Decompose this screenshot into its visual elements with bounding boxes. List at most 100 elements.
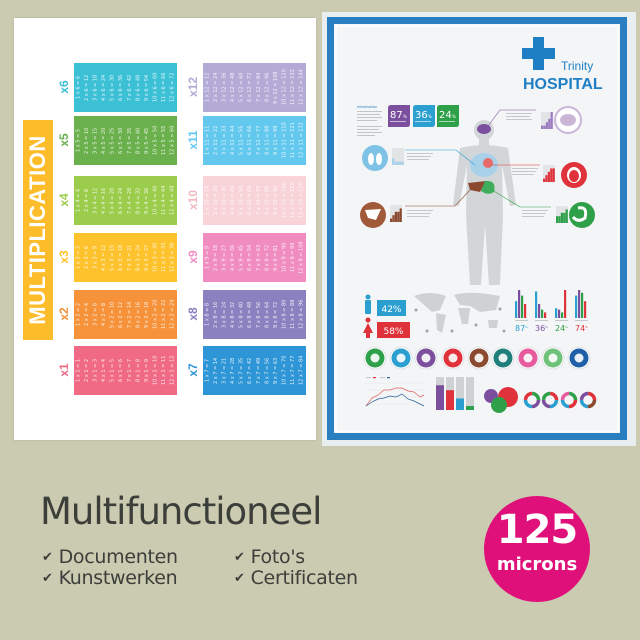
mini-chart-bar	[392, 158, 395, 165]
bar-stat-charts: 87% 36% 24% 74%	[515, 290, 588, 333]
grouped-bar	[515, 301, 518, 318]
hospital-cross-icon	[522, 37, 555, 70]
inner-border	[335, 25, 619, 432]
grouped-bar	[555, 308, 558, 318]
donut-segment	[579, 391, 597, 409]
grouped-bar	[538, 304, 541, 318]
fill-column-track	[466, 377, 474, 410]
stat-tile-caption	[415, 121, 431, 122]
stat-tile-unit: %	[452, 114, 456, 119]
feature-item: ✔ Foto's	[234, 546, 305, 568]
donut-segment	[523, 391, 541, 409]
mini-chart-bar	[399, 208, 402, 222]
grouped-bar	[561, 312, 564, 318]
info-heading: Information	[357, 105, 377, 109]
heart-love-icon	[516, 346, 540, 370]
heart-icon	[441, 346, 465, 370]
brain-circle-icon	[554, 106, 582, 134]
organ-text-blocks	[407, 113, 548, 217]
bar-stat-unit: %	[545, 325, 548, 329]
female-icon	[363, 317, 373, 338]
mini-chart-bar	[545, 175, 548, 182]
apple-icon	[567, 346, 591, 370]
mini-chart-bar	[392, 215, 395, 222]
map-dots	[414, 307, 506, 333]
grouped-bar	[575, 295, 578, 318]
bar-caption	[515, 320, 528, 321]
hospital-infographic: Trinity HOSPITAL Information 87% 36% 24% 4…	[327, 17, 627, 440]
fill-column-level	[446, 390, 454, 410]
mini-chart-bar	[396, 161, 399, 165]
mini-chart-bar	[550, 112, 553, 129]
female-percent: 58%	[383, 327, 403, 337]
times-table-card-11: 1 x 11 = 11 2 x 11 = 22 3 x 11 = 33 4 x 11 …	[203, 116, 306, 165]
check-icon: ✔	[42, 550, 53, 565]
mini-chart-bar	[552, 168, 555, 182]
brain-organ	[477, 124, 491, 134]
grouped-bar	[535, 291, 538, 318]
lungs-icon	[389, 346, 413, 370]
organ-icon-row	[363, 346, 591, 370]
column-fill-chart	[436, 377, 474, 410]
grouped-bar	[581, 292, 584, 318]
mini-chart-bar	[399, 161, 402, 165]
stat-tile-unit: %	[428, 114, 432, 119]
mini-chart-bar	[543, 178, 546, 182]
donut-segment	[541, 391, 559, 409]
stat-tile-caption	[439, 121, 455, 122]
connector-lines	[405, 109, 551, 208]
mini-chart-bar	[397, 211, 400, 222]
mini-chart-bar	[401, 161, 404, 165]
times-table-card-12: 1 x 12 = 12 2 x 12 = 24 3 x 12 = 36 4 x 12 …	[203, 63, 306, 112]
bar-stat-value: 24	[555, 324, 565, 333]
mini-chart-bar	[565, 209, 568, 223]
fill-column-level	[436, 385, 444, 410]
stat-tile-value: 36	[415, 110, 428, 121]
venn-circles	[484, 387, 518, 413]
male-percent-box	[377, 300, 406, 316]
donut-segment	[579, 391, 597, 409]
check-icon: ✔	[234, 550, 245, 565]
brand-name: HOSPITAL	[523, 76, 603, 93]
tooth-icon	[491, 346, 515, 370]
fill-column-level	[466, 406, 474, 410]
stat-tile-value: 87	[390, 110, 403, 121]
badge-unit: microns	[496, 554, 578, 575]
mini-chart-bar	[548, 118, 551, 129]
donut-segment	[560, 391, 578, 409]
mini-chart-bar	[563, 212, 566, 223]
female-percent-box	[377, 322, 410, 338]
mini-chart-bar	[550, 168, 553, 182]
mini-chart-bg	[392, 148, 404, 165]
info-text-lines	[357, 111, 382, 136]
badge-value: 125	[496, 507, 579, 553]
bar-stat-value: 87	[515, 324, 525, 333]
stat-tile-value: 24	[439, 110, 452, 121]
bar-caption	[535, 320, 548, 321]
liver-icon	[467, 346, 491, 370]
sleep-icon	[541, 346, 565, 370]
grouped-bar	[521, 295, 524, 318]
bar-stat-unit: %	[585, 325, 588, 329]
stat-tile-unit: %	[403, 114, 407, 119]
donut-segment	[523, 391, 541, 409]
bar-caption	[575, 320, 588, 321]
brain-icon	[414, 346, 438, 370]
headline: Multifunctioneel	[40, 490, 322, 533]
mini-chart-bar	[547, 171, 550, 182]
check-icon: ✔	[234, 571, 245, 586]
organ-mini-charts	[390, 112, 568, 223]
times-table-card-10: 1 x 10 = 10 2 x 10 = 20 3 x 10 = 30 4 x 10 …	[203, 176, 306, 225]
multiplication-banner: MULTIPLICATION	[23, 120, 53, 340]
mini-chart-bar	[541, 125, 544, 129]
donut-segment	[541, 391, 559, 409]
grouped-bar	[541, 309, 544, 318]
donut-segment	[523, 391, 541, 409]
fill-column-level	[456, 398, 464, 410]
thickness-badge: 125 microns	[484, 496, 590, 602]
